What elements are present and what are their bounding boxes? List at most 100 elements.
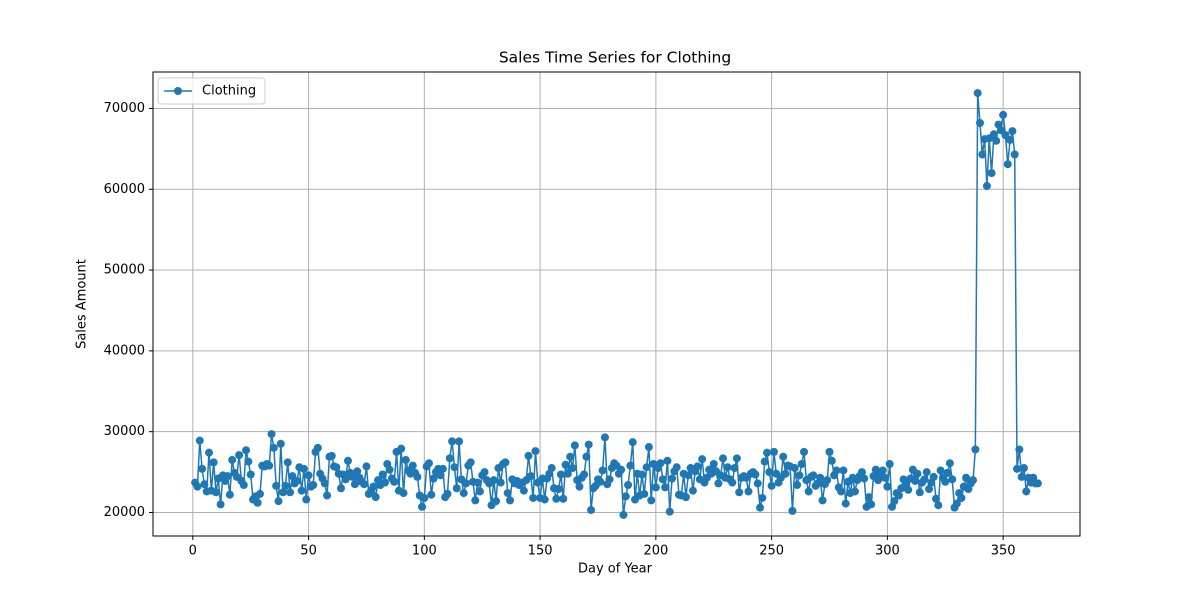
data-point bbox=[929, 472, 938, 481]
data-point bbox=[274, 497, 283, 506]
data-point bbox=[418, 502, 427, 511]
data-point bbox=[350, 480, 359, 489]
data-point bbox=[962, 473, 971, 482]
data-point bbox=[267, 430, 276, 439]
data-point bbox=[681, 493, 690, 502]
data-point bbox=[925, 485, 934, 494]
data-point bbox=[668, 474, 677, 483]
data-point bbox=[904, 485, 913, 494]
data-point bbox=[1003, 160, 1012, 169]
y-tick-label: 40000 bbox=[104, 343, 145, 358]
data-point bbox=[839, 466, 848, 475]
data-point bbox=[600, 433, 609, 442]
data-point bbox=[989, 130, 998, 139]
data-point bbox=[466, 458, 475, 467]
data-point bbox=[475, 487, 484, 496]
data-point bbox=[640, 489, 649, 498]
chart-title: Sales Time Series for Clothing bbox=[499, 49, 731, 67]
x-tick-label: 250 bbox=[759, 544, 784, 559]
data-point bbox=[952, 499, 961, 508]
data-point bbox=[556, 470, 565, 479]
data-point bbox=[286, 488, 295, 497]
data-point bbox=[313, 443, 322, 452]
data-point bbox=[809, 471, 818, 480]
data-point bbox=[596, 477, 605, 486]
data-point bbox=[443, 489, 452, 498]
data-point bbox=[800, 447, 809, 456]
y-tick-label: 60000 bbox=[104, 182, 145, 197]
x-tick-label: 50 bbox=[300, 544, 317, 559]
data-point bbox=[1010, 150, 1019, 159]
data-point bbox=[621, 492, 630, 501]
y-axis-label: Sales Amount bbox=[75, 259, 90, 349]
data-point bbox=[362, 462, 371, 471]
data-point bbox=[462, 479, 471, 488]
data-point bbox=[244, 457, 253, 466]
data-point bbox=[767, 481, 776, 490]
data-point bbox=[559, 494, 568, 503]
data-point bbox=[216, 500, 225, 509]
data-point bbox=[279, 488, 288, 497]
data-point bbox=[228, 455, 237, 464]
data-point bbox=[408, 461, 417, 470]
data-point bbox=[380, 478, 389, 487]
data-point bbox=[656, 459, 665, 468]
data-point bbox=[459, 489, 468, 498]
data-point bbox=[936, 466, 945, 475]
data-point bbox=[714, 479, 723, 488]
data-point bbox=[531, 447, 540, 456]
data-point bbox=[299, 464, 308, 473]
legend-box bbox=[157, 77, 266, 105]
data-point bbox=[281, 481, 290, 490]
x-tick-label: 100 bbox=[412, 544, 437, 559]
data-point bbox=[684, 471, 693, 480]
data-point bbox=[424, 459, 433, 468]
data-point bbox=[860, 474, 869, 483]
data-point bbox=[309, 481, 318, 490]
data-point bbox=[920, 475, 929, 484]
data-point bbox=[390, 477, 399, 486]
data-point bbox=[1008, 127, 1017, 136]
data-point bbox=[587, 506, 596, 515]
data-point bbox=[797, 460, 806, 468]
data-point bbox=[758, 493, 767, 502]
data-point bbox=[911, 476, 920, 485]
data-point bbox=[496, 478, 505, 487]
data-point bbox=[265, 461, 274, 470]
data-point bbox=[753, 479, 762, 488]
data-point bbox=[617, 465, 626, 474]
data-point bbox=[445, 454, 454, 463]
data-point bbox=[762, 448, 771, 457]
data-point bbox=[619, 510, 628, 519]
data-point bbox=[730, 464, 739, 473]
data-point bbox=[934, 501, 943, 510]
data-point bbox=[628, 438, 637, 447]
data-point bbox=[931, 494, 940, 503]
data-point bbox=[890, 497, 899, 506]
data-point bbox=[793, 481, 802, 490]
data-point bbox=[672, 463, 681, 472]
data-point bbox=[598, 466, 607, 475]
data-point bbox=[283, 458, 292, 467]
data-point bbox=[605, 475, 614, 484]
data-point bbox=[987, 169, 996, 178]
data-point bbox=[506, 496, 515, 505]
data-point bbox=[825, 447, 834, 456]
data-point bbox=[881, 473, 890, 482]
data-point bbox=[255, 489, 264, 498]
data-point bbox=[503, 489, 512, 498]
data-point bbox=[302, 495, 311, 504]
data-point bbox=[663, 456, 672, 465]
data-point bbox=[276, 439, 285, 448]
data-point bbox=[885, 460, 894, 468]
data-point bbox=[209, 458, 218, 467]
data-point bbox=[751, 470, 760, 479]
data-point bbox=[969, 476, 978, 485]
data-point bbox=[526, 472, 535, 481]
data-point bbox=[450, 463, 459, 472]
data-point bbox=[341, 475, 350, 484]
data-point bbox=[913, 469, 922, 478]
data-point bbox=[401, 455, 410, 464]
data-point bbox=[922, 468, 931, 477]
data-point bbox=[637, 470, 646, 479]
